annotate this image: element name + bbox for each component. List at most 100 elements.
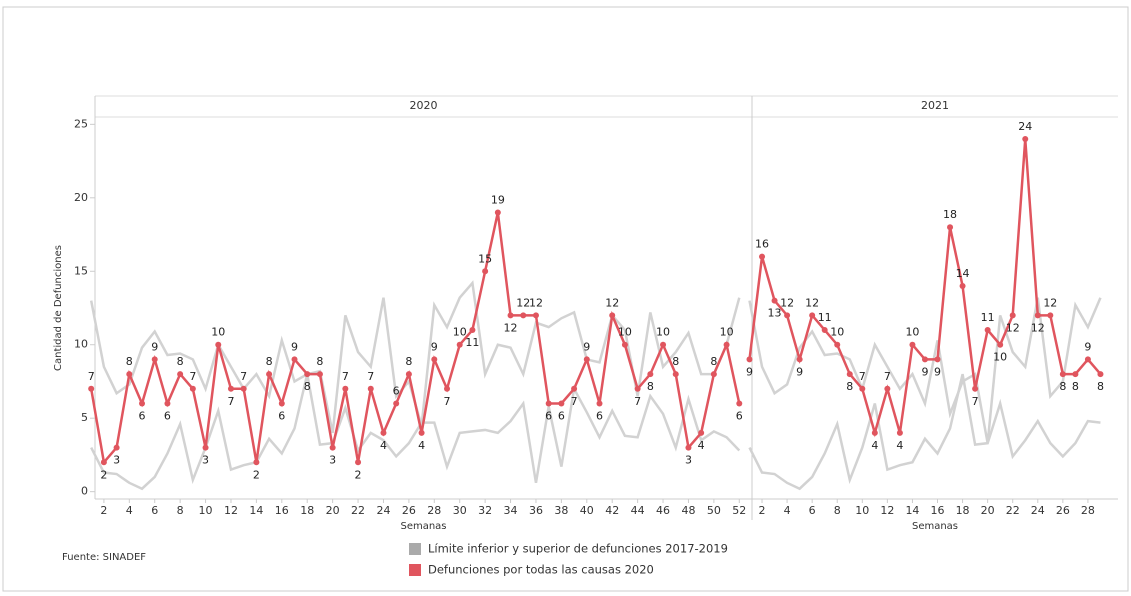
lower-limit-line [90, 373, 741, 491]
point [380, 429, 387, 436]
data-label: 8 [405, 355, 412, 368]
point [1034, 312, 1041, 319]
x-tick-label: 24 [376, 504, 390, 517]
point [100, 459, 107, 466]
data-label: 6 [393, 385, 400, 398]
point [997, 341, 1004, 348]
x-tick-label: 14 [249, 504, 263, 517]
point [1059, 371, 1066, 378]
data-label: 2 [355, 468, 362, 481]
point [266, 371, 273, 378]
data-label: 2 [253, 468, 260, 481]
y-tick-label: 20 [74, 191, 88, 204]
point [596, 400, 603, 407]
y-tick-label: 5 [81, 411, 88, 424]
point [1022, 136, 1029, 143]
point [909, 341, 916, 348]
point [959, 282, 966, 289]
point [609, 312, 616, 319]
point [698, 429, 705, 436]
point [583, 356, 590, 363]
point [304, 371, 311, 378]
point [202, 444, 209, 451]
data-label: 4 [380, 439, 387, 452]
data-label: 8 [647, 380, 654, 393]
data-label: 8 [1097, 380, 1104, 393]
data-label: 18 [943, 208, 957, 221]
data-label: 12 [805, 296, 819, 309]
point [685, 444, 692, 451]
data-label: 10 [618, 326, 632, 339]
x-tick-label: 18 [300, 504, 314, 517]
data-label: 6 [278, 410, 285, 423]
point [469, 327, 476, 334]
y-tick-label: 25 [74, 117, 88, 130]
point [736, 400, 743, 407]
data-label: 12 [1006, 321, 1020, 334]
data-label: 7 [972, 395, 979, 408]
data-label: 8 [672, 355, 679, 368]
point [189, 385, 196, 392]
point [1009, 312, 1016, 319]
point [1084, 356, 1091, 363]
upper-limit-line [748, 297, 1102, 444]
point [558, 400, 565, 407]
point [871, 429, 878, 436]
point [759, 253, 766, 260]
point [367, 385, 374, 392]
data-label: 12 [1031, 321, 1045, 334]
point [746, 356, 753, 363]
x-tick-label: 48 [681, 504, 695, 517]
data-label: 9 [934, 365, 941, 378]
data-label: 6 [736, 410, 743, 423]
data-label: 10 [905, 326, 919, 339]
data-label: 7 [189, 370, 196, 383]
data-label: 6 [545, 410, 552, 423]
x-tick-label: 32 [478, 504, 492, 517]
point [545, 400, 552, 407]
data-label: 7 [367, 370, 374, 383]
point [431, 356, 438, 363]
upper-limit-line [89, 280, 741, 434]
data-label: 13 [768, 307, 782, 320]
point [896, 429, 903, 436]
data-label: 7 [88, 370, 95, 383]
point [972, 385, 979, 392]
x-tick-label: 42 [605, 504, 619, 517]
point [291, 356, 298, 363]
point [934, 356, 941, 363]
point [710, 371, 717, 378]
data-label: 10 [830, 326, 844, 339]
point [355, 459, 362, 466]
data-label: 8 [126, 355, 133, 368]
point [672, 371, 679, 378]
data-label: 16 [755, 238, 769, 251]
point [227, 385, 234, 392]
point [215, 341, 222, 348]
x-tick-label: 24 [1031, 504, 1045, 517]
data-label: 4 [418, 439, 425, 452]
point [809, 312, 816, 319]
point [660, 341, 667, 348]
y-axis-title: Cantidad de Defunciones [53, 245, 64, 371]
data-label: 10 [453, 326, 467, 339]
x-tick-label: 14 [905, 504, 919, 517]
point [859, 385, 866, 392]
x-tick-label: 10 [199, 504, 213, 517]
data-label: 2 [100, 468, 107, 481]
data-label: 10 [993, 351, 1007, 364]
data-label: 12 [529, 296, 543, 309]
point [151, 356, 158, 363]
x-tick-label: 6 [151, 504, 158, 517]
data-label: 8 [710, 355, 717, 368]
point [316, 371, 323, 378]
point [456, 341, 463, 348]
point [647, 371, 654, 378]
x-tick-label: 52 [732, 504, 746, 517]
data-label: 12 [780, 296, 794, 309]
x-tick-label: 26 [1056, 504, 1070, 517]
point [126, 371, 133, 378]
data-label: 4 [896, 439, 903, 452]
x-tick-label: 20 [981, 504, 995, 517]
x-tick-label: 2 [759, 504, 766, 517]
